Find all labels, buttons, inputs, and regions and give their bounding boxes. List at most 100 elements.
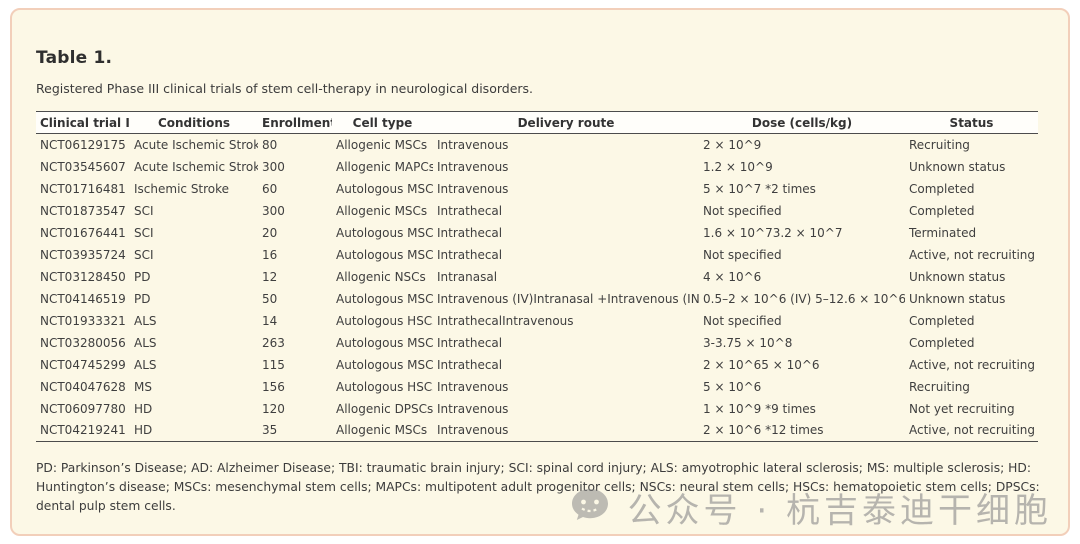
table-cell: NCT04745299 <box>40 357 126 372</box>
table-cell: Unknown status <box>909 269 1006 284</box>
table-cell: 1 × 10^9 *9 times <box>703 401 816 416</box>
table-cell: Autologous MSCs <box>336 291 433 306</box>
table-cell: Intravenous <box>437 401 509 416</box>
table-cell: 2 × 10^9 <box>703 137 762 152</box>
table-cell: Completed <box>909 181 975 196</box>
table-cell: Allogenic MSCs <box>336 423 428 438</box>
table-cell: Intravenous <box>437 159 509 174</box>
table-cell: Intravenous <box>437 181 509 196</box>
table-cell: Acute Ischemic Stroke <box>134 137 258 152</box>
table-cell: 2 × 10^65 × 10^6 <box>703 357 820 372</box>
table-cell: PD <box>134 291 151 306</box>
table-cell: NCT04146519 <box>40 291 126 306</box>
table-row: NCT03128450 PD 12 Allogenic NSCs Intranasal 4… <box>36 266 1038 288</box>
table-cell: Recruiting <box>909 137 970 152</box>
table-cell: Intranasal <box>437 269 498 284</box>
table-cell: Terminated <box>909 225 977 240</box>
table-cell: NCT04047628 <box>40 379 126 394</box>
table-cell: Allogenic NSCs <box>336 269 426 284</box>
table-cell: Allogenic DPSCs <box>336 401 433 416</box>
table-cell: Intrathecal <box>437 335 503 350</box>
table-cell: 4 × 10^6 <box>703 269 762 284</box>
table-cell: 156 <box>262 379 285 394</box>
table-row: NCT06097780 HD 120 Allogenic DPSCs Intraveno… <box>36 398 1038 420</box>
table-cell: Allogenic MSCs <box>336 137 428 152</box>
column-header: Conditions <box>157 115 231 130</box>
table-cell: MS <box>134 379 152 394</box>
table-cell: Allogenic MAPCs <box>336 159 433 174</box>
table-cell: 5 × 10^7 *2 times <box>703 181 816 196</box>
table-row: NCT01676441 SCI 20 Autologous MSCs Intrathec… <box>36 222 1038 244</box>
table-cell: NCT04219241 <box>40 423 126 438</box>
table-cell: Active, not recruiting <box>909 357 1035 372</box>
table-cell: NCT01933321 <box>40 313 126 328</box>
table-cell: Unknown status <box>909 159 1006 174</box>
table-row: NCT03280056 ALS 263 Autologous MSCs Intrathe… <box>36 332 1038 354</box>
table-cell: 35 <box>262 423 278 438</box>
table-cell: Recruiting <box>909 379 970 394</box>
table-row: NCT04219241 HD 35 Allogenic MSCs Intravenous… <box>36 420 1038 442</box>
table-cell: HD <box>134 423 153 438</box>
table-cell: Autologous MSCs <box>336 357 433 372</box>
table-cell: 12 <box>262 269 278 284</box>
table-cell: SCI <box>134 225 154 240</box>
table-cell: 60 <box>262 181 278 196</box>
article-table-panel: Table 1. Registered Phase III clinical t… <box>10 8 1070 536</box>
table-cell: Not yet recruiting <box>909 401 1015 416</box>
table-cell: 115 <box>262 357 285 372</box>
table-cell: ALS <box>134 357 157 372</box>
table-cell: SCI <box>134 247 154 262</box>
table-cell: 20 <box>262 225 278 240</box>
table-row: NCT06129175 Acute Ischemic Stroke 80 Alloge… <box>36 134 1038 156</box>
table-cell: 50 <box>262 291 278 306</box>
table-cell: Not specified <box>703 203 782 218</box>
table-cell: 2 × 10^6 *12 times <box>703 423 824 438</box>
table-row: NCT01933321 ALS 14 Autologous HSCs Intrathec… <box>36 310 1038 332</box>
column-header: Clinical trial ID <box>40 115 130 130</box>
clinical-trials-table: Clinical trial ID Conditions Enrollment Cel… <box>36 111 1038 442</box>
table-row: NCT04047628 MS 156 Autologous HSCs Intraveno… <box>36 376 1038 398</box>
table-cell: 14 <box>262 313 278 328</box>
table-row: NCT01873547 SCI 300 Allogenic MSCs Intrathec… <box>36 200 1038 222</box>
table-cell: Intravenous <box>437 137 509 152</box>
table-cell: PD <box>134 269 151 284</box>
table-cell: Autologous MSCs <box>336 335 433 350</box>
table-cell: Autologous MSCs <box>336 225 433 240</box>
column-header: Delivery route <box>517 115 615 130</box>
column-header: Enrollment <box>262 115 332 130</box>
table-cell: Intrathecal <box>437 225 503 240</box>
table-cell: NCT01716481 <box>40 181 126 196</box>
table-cell: NCT03280056 <box>40 335 126 350</box>
table-cell: ALS <box>134 335 157 350</box>
table-row: NCT03935724 SCI 16 Autologous MSCs Intrathec… <box>36 244 1038 266</box>
table-header: Clinical trial ID Conditions Enrollment Cel… <box>36 111 1038 134</box>
table-cell: Completed <box>909 335 975 350</box>
column-header: Status <box>949 115 994 130</box>
table-cell: Acute Ischemic Stroke <box>134 159 258 174</box>
table-cell: HD <box>134 401 153 416</box>
table-cell: Intrathecal <box>437 203 503 218</box>
table-cell: Intravenous (IV)Intranasal +Intravenous … <box>437 291 699 306</box>
table-cell: 300 <box>262 203 285 218</box>
table-row: NCT04745299 ALS 115 Autologous MSCs Intrathe… <box>36 354 1038 376</box>
table-header-row: Clinical trial ID Conditions Enrollment Cel… <box>36 111 1038 134</box>
table-cell: 1.2 × 10^9 <box>703 159 773 174</box>
table-cell: NCT06129175 <box>40 137 126 152</box>
table-cell: Unknown status <box>909 291 1006 306</box>
table-cell: Not specified <box>703 247 782 262</box>
table-cell: Autologous HSCs <box>336 379 433 394</box>
table-cell: Active, not recruiting <box>909 423 1035 438</box>
table-cell: SCI <box>134 203 154 218</box>
table-cell: 5 × 10^6 <box>703 379 762 394</box>
table-cell: NCT03935724 <box>40 247 126 262</box>
column-header: Cell type <box>352 115 413 130</box>
table-cell: Intravenous <box>437 423 509 438</box>
table-cell: 3-3.75 × 10^8 <box>703 335 793 350</box>
table-caption: Registered Phase III clinical trials of … <box>36 81 534 96</box>
table-cell: 263 <box>262 335 285 350</box>
table-footnote: PD: Parkinson’s Disease; AD: Alzheimer D… <box>36 461 1040 514</box>
table-title: Table 1. <box>36 48 113 68</box>
table-cell: NCT06097780 <box>40 401 126 416</box>
table-row: NCT04146519 PD 50 Autologous MSCs Intravenou… <box>36 288 1038 310</box>
table-row: NCT01716481 Ischemic Stroke 60 Autologous M… <box>36 178 1038 200</box>
